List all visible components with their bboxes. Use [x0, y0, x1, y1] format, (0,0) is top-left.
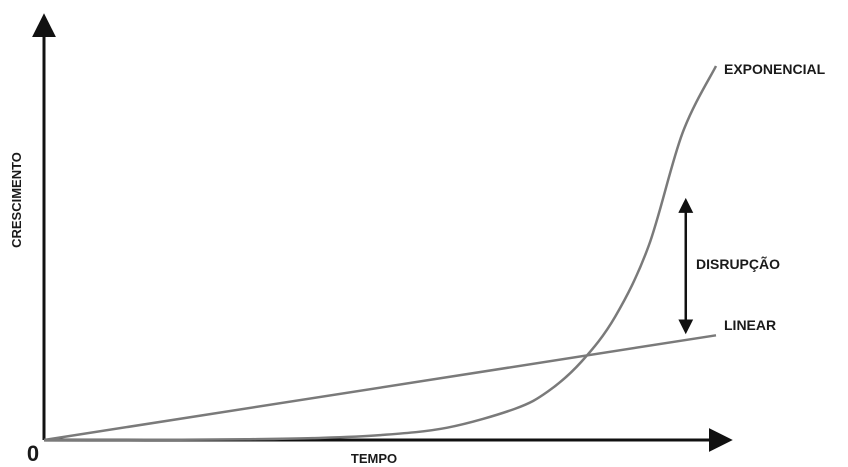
x-axis-label: TEMPO [351, 451, 397, 466]
series-label-linear: LINEAR [724, 317, 776, 333]
series-exponencial-line [43, 65, 718, 442]
origin-label: 0 [27, 441, 39, 466]
series-linear-line [43, 334, 717, 442]
series-label-exponencial: EXPONENCIAL [724, 61, 826, 77]
y-axis-label: CRESCIMENTO [9, 152, 24, 248]
disruption-label: DISRUPÇÃO [696, 255, 780, 272]
